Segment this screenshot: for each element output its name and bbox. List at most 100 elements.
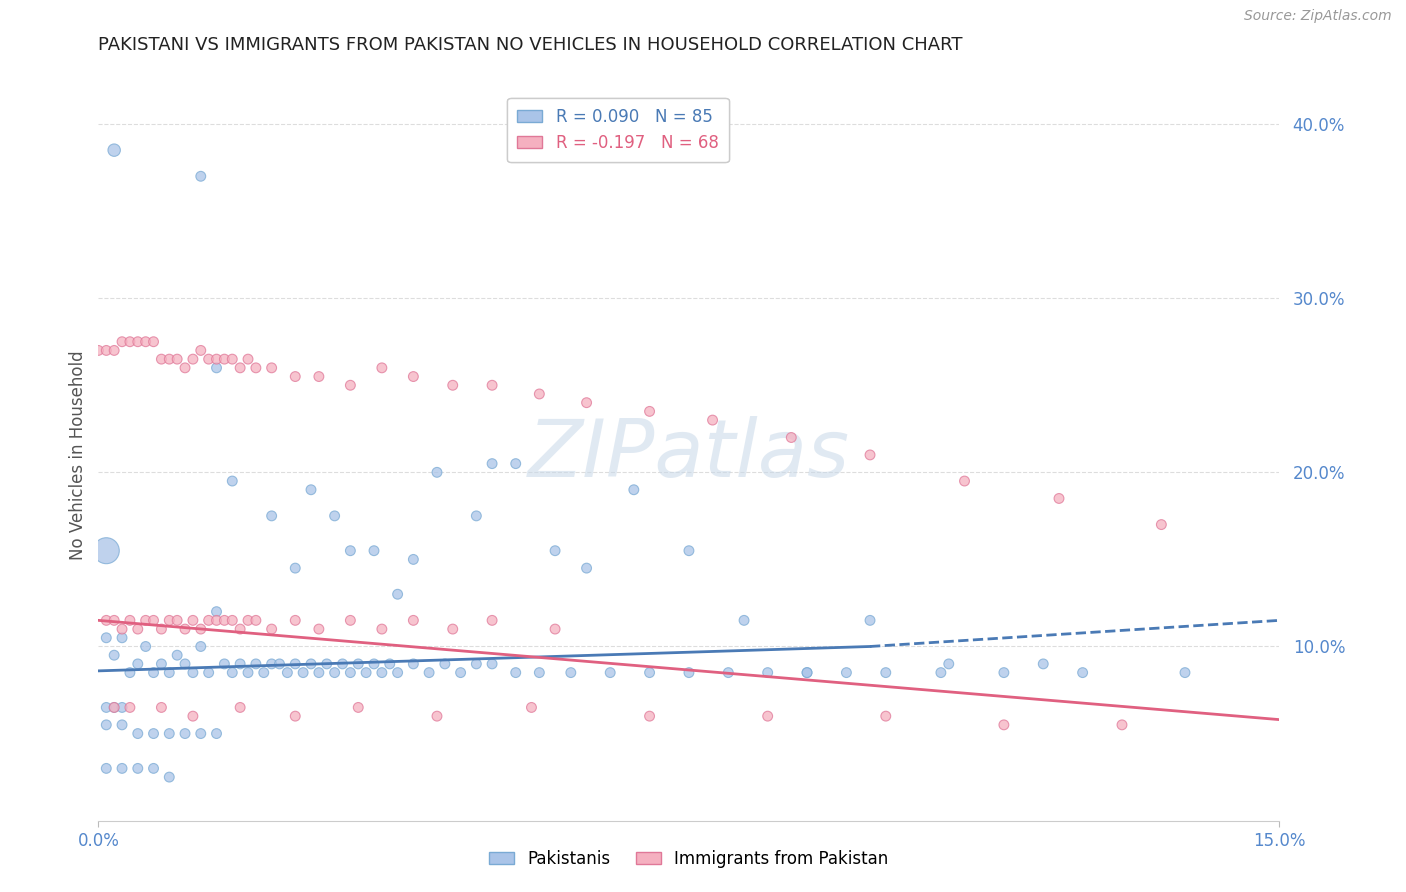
Point (142, 334, 165, 349)
Point (678, 665, 700, 680)
Point (96, 631, 118, 645)
Point (150, 352, 173, 367)
Point (332, 657, 354, 671)
Point (339, 378, 361, 392)
Point (150, 700, 173, 714)
Point (142, 665, 165, 680)
Point (174, 726, 197, 740)
Point (378, 657, 401, 671)
Point (260, 657, 283, 671)
Point (157, 352, 180, 367)
Point (292, 665, 315, 680)
Point (174, 622, 197, 636)
Point (260, 360, 283, 375)
Point (96, 613, 118, 627)
Point (205, 605, 228, 619)
Point (529, 387, 551, 401)
Point (465, 657, 488, 671)
Point (733, 613, 755, 627)
Point (1047, 491, 1070, 506)
Point (190, 169, 212, 184)
Point (197, 352, 219, 367)
Point (205, 352, 228, 367)
Point (174, 657, 197, 671)
Point (520, 700, 543, 714)
Point (236, 613, 259, 627)
Point (1032, 657, 1054, 671)
Point (450, 665, 472, 680)
Point (284, 709, 307, 723)
Point (284, 613, 307, 627)
Point (938, 657, 960, 671)
Point (859, 613, 882, 627)
Point (433, 657, 456, 671)
Point (308, 369, 330, 384)
Point (181, 665, 204, 680)
Point (347, 700, 370, 714)
Point (505, 665, 527, 680)
Point (284, 657, 307, 671)
Point (339, 665, 361, 680)
Point (363, 657, 385, 671)
Point (181, 352, 204, 367)
Point (118, 665, 141, 680)
Point (354, 665, 377, 680)
Point (560, 665, 582, 680)
Point (229, 622, 252, 636)
Point (1111, 718, 1133, 732)
Point (269, 657, 291, 671)
Point (796, 665, 818, 680)
Point (135, 334, 157, 349)
Point (221, 474, 243, 488)
Point (402, 369, 425, 384)
Point (214, 613, 236, 627)
Point (402, 613, 425, 627)
Point (142, 761, 165, 775)
Point (190, 622, 212, 636)
Point (993, 665, 1015, 680)
Point (638, 709, 661, 723)
Point (96, 700, 118, 714)
Point (103, 143, 125, 157)
Point (96, 761, 118, 775)
Text: Source: ZipAtlas.com: Source: ZipAtlas.com (1244, 9, 1392, 23)
Point (308, 665, 330, 680)
Point (260, 622, 283, 636)
Point (308, 622, 330, 636)
Point (190, 726, 212, 740)
Point (276, 665, 298, 680)
Point (142, 726, 165, 740)
Point (875, 665, 897, 680)
Point (135, 640, 157, 654)
Point (142, 613, 165, 627)
Point (205, 726, 228, 740)
Point (638, 665, 661, 680)
Point (190, 343, 212, 358)
Text: ZIPatlas: ZIPatlas (527, 416, 851, 494)
Point (315, 657, 337, 671)
Point (111, 700, 134, 714)
Point (96, 543, 118, 558)
Point (157, 613, 180, 627)
Point (166, 352, 188, 367)
Point (135, 613, 157, 627)
Point (181, 709, 204, 723)
Point (103, 613, 125, 627)
Point (127, 334, 149, 349)
Point (678, 543, 700, 558)
Point (229, 657, 252, 671)
Point (157, 665, 180, 680)
Point (371, 622, 394, 636)
Text: PAKISTANI VS IMMIGRANTS FROM PAKISTAN NO VEHICLES IN HOUSEHOLD CORRELATION CHART: PAKISTANI VS IMMIGRANTS FROM PAKISTAN NO… (98, 36, 963, 54)
Point (481, 613, 503, 627)
Point (835, 665, 858, 680)
Point (1071, 665, 1094, 680)
Point (756, 665, 779, 680)
Y-axis label: No Vehicles in Household: No Vehicles in Household (69, 350, 87, 560)
Point (127, 761, 149, 775)
Point (371, 360, 394, 375)
Point (1150, 517, 1173, 532)
Point (166, 613, 188, 627)
Point (638, 404, 661, 418)
Point (118, 334, 141, 349)
